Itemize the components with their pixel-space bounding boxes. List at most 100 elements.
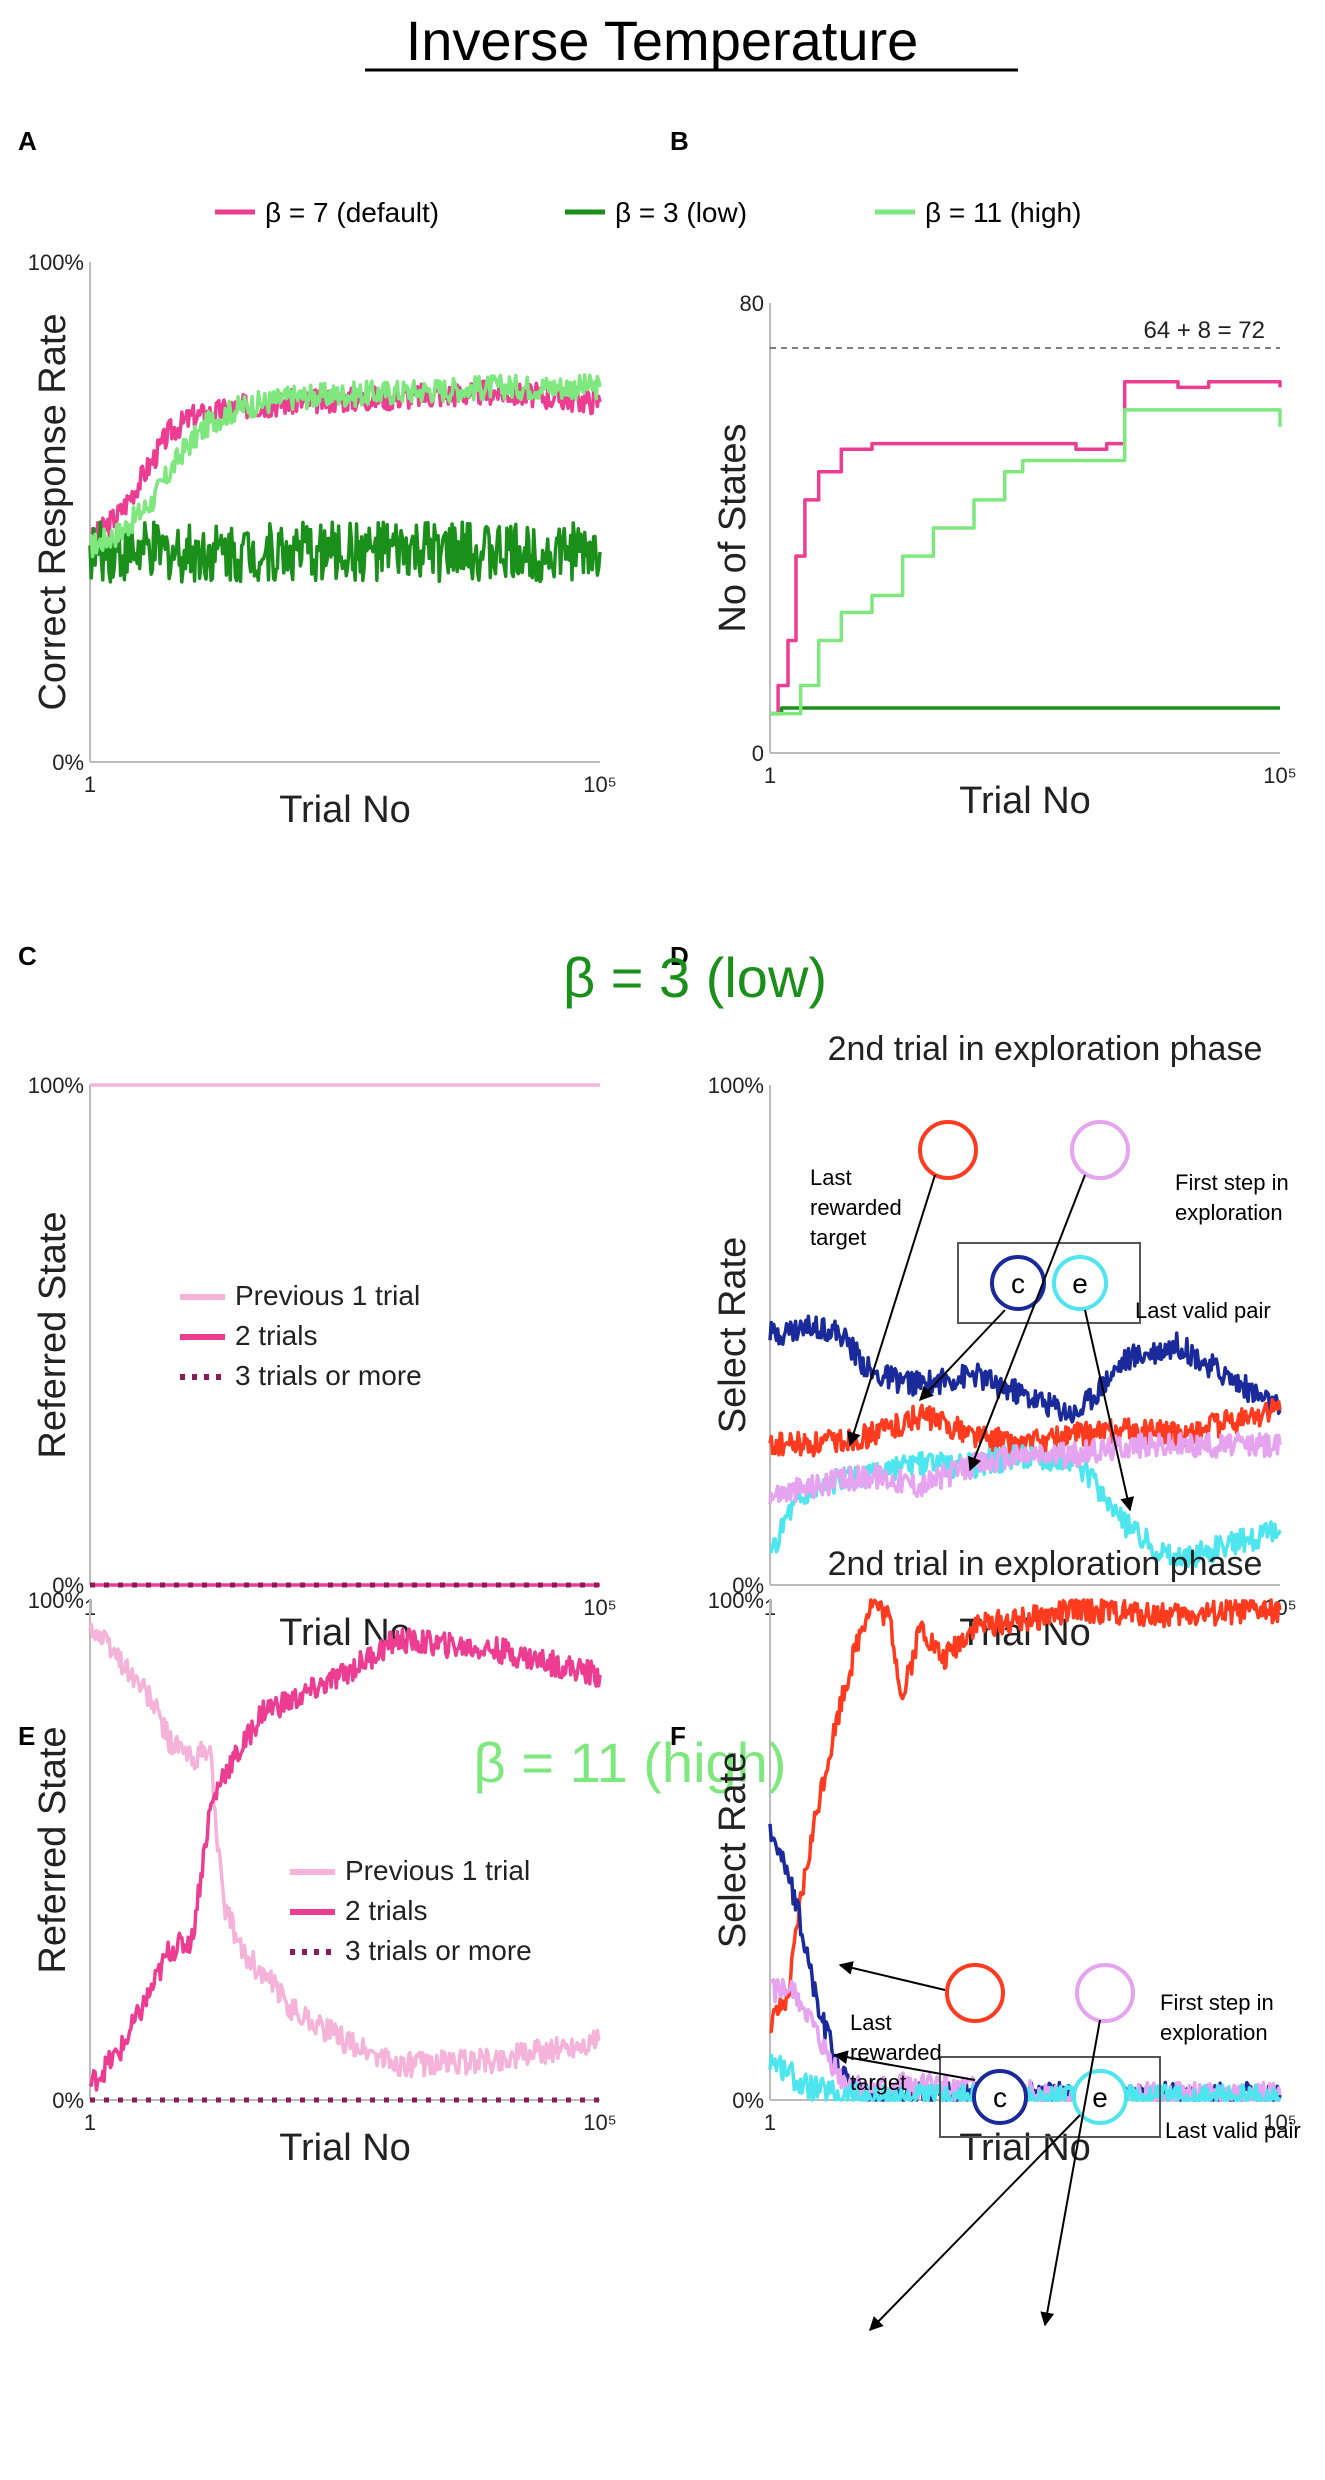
- section-title-high: β = 11 (high): [474, 1731, 787, 1794]
- y-tick-label-bottom: 0%: [732, 1573, 764, 1598]
- y-tick-label-top: 100%: [708, 1588, 764, 1613]
- y-axis-label: Referred State: [32, 1211, 74, 1458]
- valid-pair-box: [957, 1242, 1141, 1324]
- y-tick-label-bottom: 0%: [52, 2088, 84, 2113]
- series-line-two: [88, 1627, 602, 2092]
- x-axis-label: Trial No: [279, 789, 411, 831]
- annotation-last-rewarded: rewarded: [850, 2040, 942, 2065]
- circle-e: [1052, 1255, 1108, 1311]
- circle-e: [1072, 2069, 1128, 2125]
- circle-e-label: e: [1072, 1268, 1088, 1299]
- annotation-first-step: First step in: [1160, 1990, 1274, 2015]
- legend-label-low: β = 3 (low): [615, 197, 747, 228]
- legend-label-three: 3 trials or more: [235, 1360, 422, 1391]
- arrow-e: [1084, 1309, 1135, 1512]
- circle-c-label: c: [1011, 1268, 1025, 1299]
- y-tick-label-bottom: 0%: [52, 750, 84, 775]
- annotation-last-valid-pair: Last valid pair: [1165, 2118, 1301, 2143]
- arrow-e: [869, 2114, 1081, 2332]
- annotation-last-rewarded: target: [850, 2070, 906, 2095]
- series-line-default: [770, 380, 1282, 716]
- y-tick-label-top: 100%: [708, 1073, 764, 1098]
- valid-pair-box: [939, 2056, 1161, 2138]
- panel-label-a: A: [18, 126, 37, 156]
- series-line-low: [88, 520, 602, 584]
- series-line-prev1: [88, 1622, 601, 2079]
- panel-label-e: E: [18, 1721, 35, 1751]
- circle-c-label: c: [993, 2082, 1007, 2113]
- series-line-violet: [768, 1431, 1282, 1505]
- series-line-high: [770, 408, 1282, 716]
- series-line-navy: [768, 1823, 1282, 2102]
- circle-last-rewarded: [918, 1120, 978, 1180]
- y-axis-label: No of States: [712, 423, 754, 632]
- series-line-high: [88, 373, 602, 559]
- section-title-low: β = 3 (low): [563, 946, 827, 1009]
- legend-label-high: β = 11 (high): [925, 197, 1081, 228]
- annotation-first-step: exploration: [1160, 2020, 1268, 2045]
- y-tick-label-bottom: 0%: [52, 1573, 84, 1598]
- legend-top: β = 7 (default) β = 3 (low) β = 11 (high…: [215, 197, 1081, 228]
- y-axis-label: Select Rate: [712, 1237, 754, 1433]
- x-tick-label-left: 1: [84, 772, 96, 797]
- series-line-low: [770, 706, 1280, 716]
- y-tick-label-top: 100%: [28, 250, 84, 275]
- legend-label-prev1: Previous 1 trial: [235, 1280, 420, 1311]
- panel-a: 100% 0%1 10⁵ Trial No Correct Response Rate: [28, 250, 617, 831]
- x-tick-label-left: 1: [764, 2110, 776, 2135]
- circle-first-step: [1075, 1963, 1135, 2023]
- circle-c: [972, 2069, 1028, 2125]
- x-tick-label-right: 10⁵: [583, 1595, 617, 1620]
- panel-b: 80 01 10⁵ Trial No No of States 64 + 8 = 72: [712, 291, 1297, 822]
- legend-label-three: 3 trials or more: [345, 1935, 532, 1966]
- arrow-violet: [968, 1174, 1086, 1472]
- chart-title: 2nd trial in exploration phase: [828, 1030, 1263, 1068]
- y-tick-label-bottom: 0%: [732, 2088, 764, 2113]
- x-axis-label: Trial No: [959, 2127, 1091, 2169]
- circle-e-label: e: [1092, 2082, 1108, 2113]
- legend-label-two: 2 trials: [345, 1895, 427, 1926]
- arrow-red: [838, 1961, 946, 1991]
- panel-e: 100% 0%1 10⁵ Trial No Referred State Previous…: [28, 1588, 617, 2169]
- legend-label-prev1: Previous 1 trial: [345, 1855, 530, 1886]
- y-tick-label-bottom: 0: [752, 741, 764, 766]
- series-line-red: [769, 1598, 1282, 2034]
- circle-last-rewarded: [945, 1963, 1005, 2023]
- x-tick-label-right: 10⁵: [583, 2110, 617, 2135]
- y-axis-label: Select Rate: [712, 1752, 754, 1948]
- y-tick-label-top: 100%: [28, 1073, 84, 1098]
- y-tick-label-top: 100%: [28, 1588, 84, 1613]
- circle-first-step: [1070, 1120, 1130, 1180]
- reference-line-label: 64 + 8 = 72: [1144, 317, 1265, 344]
- y-axis-label: Referred State: [32, 1726, 74, 1973]
- annotation-last-valid-pair: Last valid pair: [1135, 1298, 1271, 1323]
- arrow-violet: [1040, 2019, 1101, 2327]
- panel-label-f: F: [670, 1721, 686, 1751]
- x-tick-label-right: 10⁵: [1263, 763, 1297, 788]
- figure-title: Inverse Temperature: [406, 9, 919, 72]
- legend-label-two: 2 trials: [235, 1320, 317, 1351]
- annotation-first-step: First step in: [1175, 1170, 1289, 1195]
- series-line-navy: [768, 1314, 1282, 1424]
- x-tick-label-left: 1: [84, 2110, 96, 2135]
- x-axis-label: Trial No: [959, 780, 1091, 822]
- x-tick-label-right: 10⁵: [583, 772, 617, 797]
- y-axis-label: Correct Response Rate: [32, 313, 74, 710]
- x-axis-label: Trial No: [279, 2127, 411, 2169]
- panel-label-b: B: [670, 126, 689, 156]
- y-tick-label-top: 80: [740, 291, 764, 316]
- annotation-first-step: exploration: [1175, 1200, 1283, 1225]
- legend-label-default: β = 7 (default): [265, 197, 439, 228]
- annotation-last-rewarded: rewarded: [810, 1195, 902, 1220]
- chart-title: 2nd trial in exploration phase: [828, 1545, 1263, 1583]
- annotation-last-rewarded: Last: [850, 2010, 892, 2035]
- panel-label-c: C: [18, 941, 37, 971]
- circle-c: [990, 1255, 1046, 1311]
- series-line-cyan: [769, 1444, 1282, 1569]
- arrow-c: [833, 2050, 976, 2081]
- arrow-c: [919, 1309, 1006, 1402]
